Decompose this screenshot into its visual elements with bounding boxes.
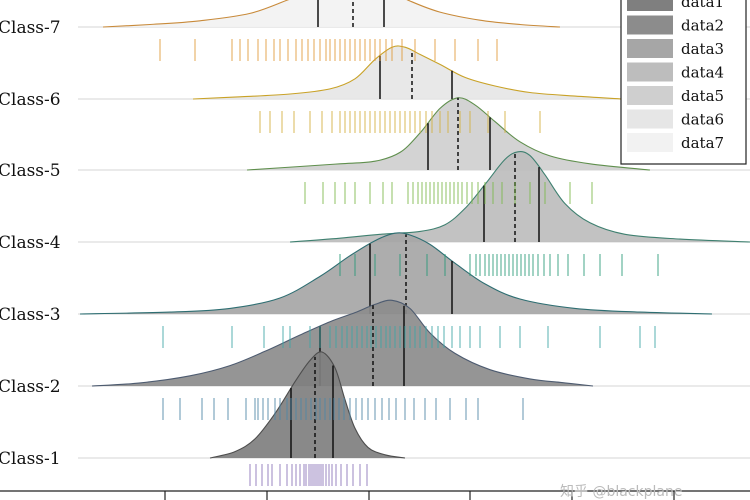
density-area [80, 232, 712, 314]
legend-label-data6: data6 [681, 111, 724, 129]
watermark: 知乎 @blackplane [560, 483, 682, 500]
ridge-class-7 [102, 0, 561, 28]
density-outline [209, 351, 406, 459]
density-outline [91, 299, 594, 387]
legend-label-data2: data2 [681, 17, 724, 35]
legend-label-data4: data4 [681, 64, 724, 82]
legend-swatch-data7 [627, 133, 673, 152]
ridge-class-3 [79, 232, 713, 315]
legend-label-data3: data3 [681, 40, 724, 58]
legend-label-data5: data5 [681, 87, 724, 105]
category-label: Class-5 [0, 161, 61, 181]
rug-marks [159, 39, 659, 486]
rug-class-5 [304, 182, 593, 204]
density-outline [102, 0, 561, 28]
category-labels: Class-1 Class-2 Class-3 Class-4 Class-5 Class… [0, 18, 61, 469]
density-area [193, 45, 622, 99]
category-label: Class-2 [0, 377, 61, 397]
category-label: Class-1 [0, 449, 61, 469]
rug-class-6 [259, 111, 541, 133]
legend-swatch-data6 [627, 109, 673, 129]
category-label: Class-3 [0, 305, 61, 325]
rug-class-1 [249, 464, 368, 486]
legend-label-data7: data7 [681, 134, 724, 152]
legend: data1 data2 data3 data4 data5 data6 data7 [620, 0, 747, 165]
density-outline [192, 45, 623, 100]
density-outline [246, 97, 651, 171]
density-area [103, 0, 560, 27]
x-axis [0, 490, 750, 500]
legend-swatch-data3 [627, 39, 673, 58]
rug-class-3 [162, 326, 656, 348]
density-area [247, 97, 650, 170]
density-area [290, 151, 750, 242]
ridge-class-5 [246, 97, 651, 171]
legend-swatch-data1 [627, 0, 673, 11]
legend-label-data1: data1 [681, 0, 724, 11]
legend-swatch-data5 [627, 86, 673, 105]
category-label: Class-7 [0, 18, 61, 38]
legend-swatch-data4 [627, 62, 673, 82]
rug-class-7 [159, 39, 498, 61]
legend-swatch-data2 [627, 15, 673, 35]
rug-class-2 [162, 398, 524, 420]
ridge-class-6 [192, 45, 623, 100]
category-label: Class-6 [0, 90, 61, 110]
rug-class-4 [339, 254, 659, 276]
density-outline [79, 232, 713, 315]
category-label: Class-4 [0, 233, 61, 253]
